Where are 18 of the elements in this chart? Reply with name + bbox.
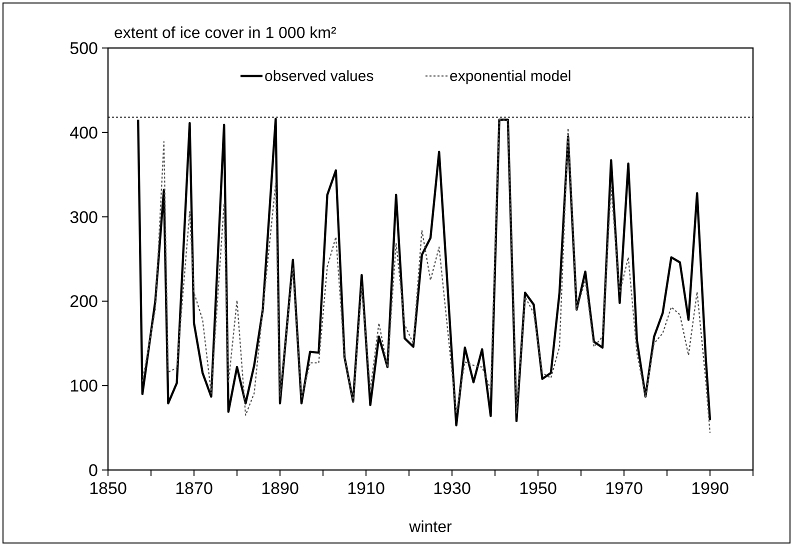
y-tick-label: 400	[70, 123, 98, 142]
legend-label: observed values	[264, 68, 374, 85]
y-tick-label: 300	[70, 208, 98, 227]
x-tick-label: 1850	[89, 479, 127, 498]
x-axis-title: winter	[408, 519, 453, 536]
x-tick-label: 1870	[175, 479, 213, 498]
y-tick-label: 500	[70, 39, 98, 58]
x-tick-label: 1950	[519, 479, 557, 498]
x-tick-label: 1930	[433, 479, 471, 498]
x-tick-label: 1910	[347, 479, 385, 498]
y-axis-title: extent of ice cover in 1 000 km²	[114, 25, 337, 42]
legend-label: exponential model	[450, 68, 572, 85]
x-tick-label: 1970	[605, 479, 643, 498]
y-tick-label: 100	[70, 376, 98, 396]
y-tick-label: 0	[88, 461, 98, 480]
y-tick-label: 200	[70, 292, 98, 312]
x-tick-label: 1990	[691, 479, 729, 498]
x-tick-label: 1890	[261, 479, 299, 498]
